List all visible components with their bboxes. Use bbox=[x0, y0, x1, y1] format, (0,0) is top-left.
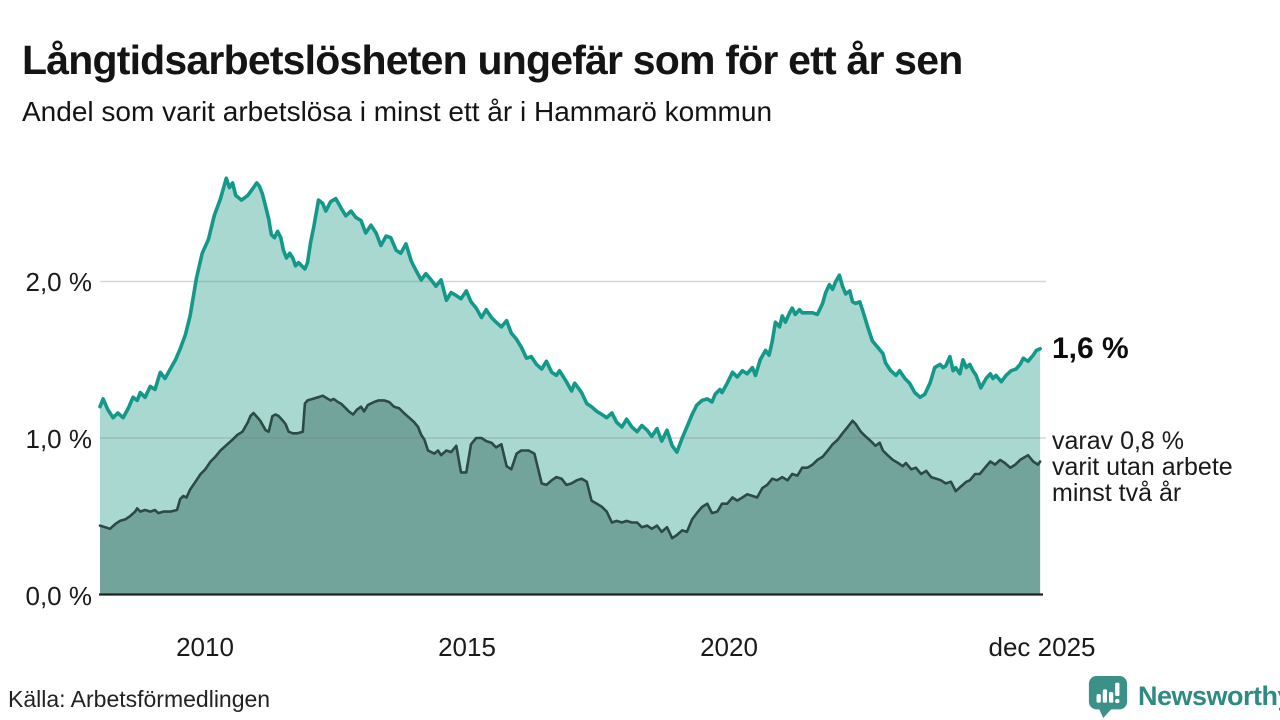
newsworthy-logo-text: Newsworthy bbox=[1138, 680, 1280, 711]
end-value-label-two-years: varav 0,8 % varit utan arbete minst två … bbox=[1052, 428, 1233, 506]
trend-line-two-years bbox=[98, 394, 1042, 540]
end-value-label-total: 1,6 % bbox=[1052, 332, 1129, 365]
chart-subtitle: Andel som varit arbetslösa i minst ett å… bbox=[22, 96, 773, 127]
x-tick-2015: 2015 bbox=[438, 632, 496, 662]
y-tick-1: 1,0 % bbox=[25, 424, 93, 454]
annotation-line-3: minst två år bbox=[1052, 479, 1182, 507]
x-tick-2020: 2020 bbox=[700, 632, 758, 662]
annotation-line-1: varav 0,8 % bbox=[1052, 427, 1185, 455]
x-tick-2010: 2010 bbox=[176, 632, 234, 662]
area-unemployed-two-years bbox=[100, 395, 1041, 595]
source-note: Källa: Arbetsförmedlingen bbox=[8, 686, 271, 712]
annotation-line-2: varit utan arbete bbox=[1052, 453, 1233, 481]
page-title: Långtidsarbetslösheten ungefär som för e… bbox=[22, 37, 963, 84]
y-tick-0: 0,0 % bbox=[25, 581, 93, 611]
newsworthy-branding: Newsworthy bbox=[1087, 674, 1280, 718]
y-tick-2: 2,0 % bbox=[25, 267, 93, 297]
trend-line-one-year bbox=[98, 176, 1042, 454]
x-tick-dec-2025: dec 2025 bbox=[988, 632, 1096, 662]
newsworthy-logo-icon bbox=[1088, 675, 1128, 718]
